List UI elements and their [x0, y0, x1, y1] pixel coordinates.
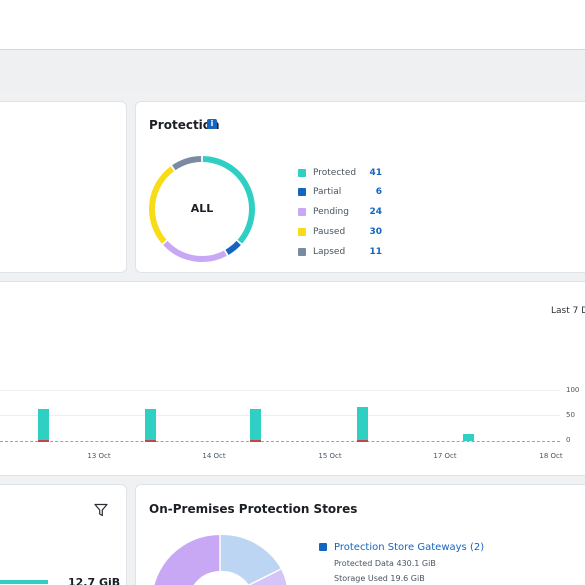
capacity-value: 12.7 GiB [68, 576, 121, 585]
legend-label: Lapsed [313, 247, 346, 257]
legend-value: 11 [369, 247, 382, 257]
donut-segment-lapsed[interactable] [172, 156, 202, 171]
donut-segment-pending[interactable] [163, 240, 227, 262]
time-range-selector[interactable]: Last 7 D [551, 306, 585, 316]
storage-used-text: Storage Used 19.6 GiB [334, 574, 425, 583]
x-tick-label: 14 Oct [202, 452, 226, 460]
gridline [0, 390, 560, 391]
legend-swatch [298, 169, 306, 177]
legend-item-pending[interactable]: Pending 24 [298, 206, 398, 220]
activity-bar-failed [38, 440, 49, 442]
legend-value: 6 [375, 187, 382, 197]
legend-item-paused[interactable]: Paused 30 [298, 226, 398, 240]
capacity-card [0, 484, 127, 585]
gateway-legend-swatch [319, 543, 327, 551]
x-tick-label: 18 Oct [539, 452, 563, 460]
sub-header [0, 51, 585, 91]
summary-card-left [0, 101, 127, 273]
legend-item-partial[interactable]: Partial 6 [298, 186, 398, 200]
protection-donut-chart[interactable] [147, 154, 257, 264]
protection-card [135, 101, 585, 273]
activity-bar-failed [145, 440, 156, 442]
legend-item-lapsed[interactable]: Lapsed 11 [298, 246, 398, 260]
legend-swatch [298, 188, 306, 196]
stores-title: On-Premises Protection Stores [149, 502, 358, 516]
y-tick-label: 100 [566, 386, 580, 394]
activity-bar[interactable] [357, 407, 368, 441]
activity-bar[interactable] [250, 409, 261, 441]
legend-swatch [298, 248, 306, 256]
donut-segment-protected[interactable] [202, 156, 255, 244]
legend-swatch [298, 208, 306, 216]
legend-label: Partial [313, 187, 342, 197]
x-tick-label: 15 Oct [318, 452, 342, 460]
legend-value: 24 [369, 207, 382, 217]
activity-bar[interactable] [145, 409, 156, 441]
activity-bar[interactable] [463, 433, 474, 441]
protected-data-text: Protected Data 430.1 GiB [334, 559, 436, 568]
top-header [0, 0, 585, 50]
legend-label: Paused [313, 227, 346, 237]
legend-label: Protected [313, 168, 357, 178]
info-icon[interactable]: i [207, 119, 217, 129]
activity-bar-failed [250, 440, 261, 442]
y-tick-label: 0 [566, 436, 571, 444]
donut-segment-partial[interactable] [225, 240, 241, 255]
legend-value: 30 [369, 227, 382, 237]
x-tick-label: 17 Oct [433, 452, 457, 460]
gateways-link[interactable]: Protection Store Gateways (2) [334, 542, 485, 553]
activity-card [0, 281, 585, 476]
activity-bar[interactable] [38, 409, 49, 441]
x-tick-label: 13 Oct [87, 452, 111, 460]
donut-segment-paused[interactable] [149, 166, 175, 244]
stores-pie-chart[interactable] [148, 533, 298, 585]
protection-title: Protection [149, 118, 220, 132]
chart-baseline [0, 441, 560, 442]
activity-bar-failed [357, 440, 368, 442]
legend-item-protected[interactable]: Protected 41 [298, 167, 398, 181]
y-tick-label: 50 [566, 411, 575, 419]
gridline [0, 415, 560, 416]
legend-value: 41 [369, 168, 382, 178]
filter-icon[interactable] [94, 503, 108, 517]
legend-label: Pending [313, 207, 349, 217]
donut-center-label: ALL [190, 202, 214, 215]
capacity-bar [0, 580, 48, 584]
legend-swatch [298, 228, 306, 236]
